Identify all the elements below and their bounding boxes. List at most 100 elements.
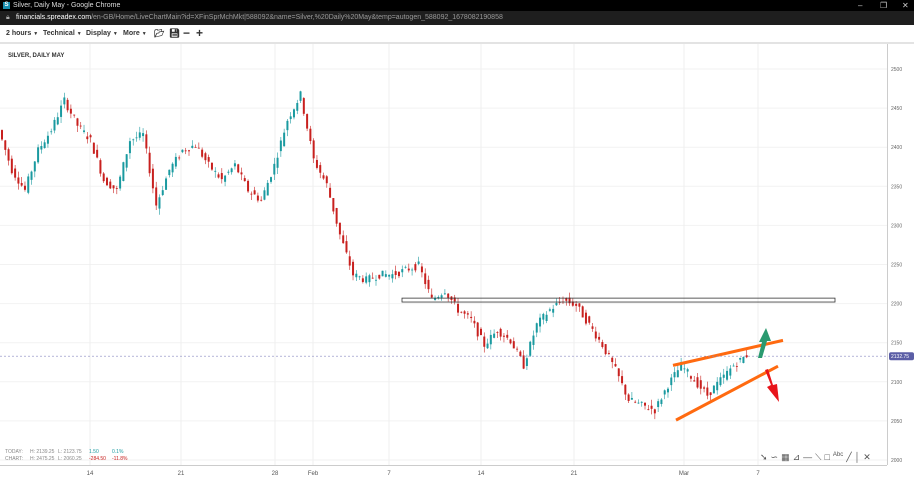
line-icon[interactable]: ╱ <box>846 452 852 462</box>
technical-dropdown[interactable]: Technical ▼ <box>43 30 82 37</box>
candle-body <box>512 341 515 349</box>
candle-body <box>122 162 125 182</box>
text-icon[interactable]: Abc <box>832 452 844 458</box>
candle-body <box>250 193 253 195</box>
candle-body <box>722 374 725 378</box>
candle-body <box>230 168 233 173</box>
candle-body <box>437 296 440 299</box>
x-tick-label: Feb <box>308 471 319 477</box>
candle-body <box>125 154 128 168</box>
candle-body <box>591 326 594 329</box>
rectangle-icon[interactable]: □ <box>824 452 830 462</box>
candle-body <box>742 356 745 363</box>
candle-body <box>299 91 302 101</box>
candle-body <box>689 376 692 379</box>
candle-body <box>99 160 102 174</box>
candle-body <box>525 358 528 367</box>
today-low: L: 2123.75 <box>58 449 82 455</box>
candle-body <box>188 150 190 152</box>
candle-body <box>155 187 158 206</box>
resistance-rectangle <box>401 297 836 303</box>
candle-body <box>292 109 295 118</box>
folder-open-icon[interactable]: 📂︎ <box>154 29 165 38</box>
candle-body <box>204 153 207 161</box>
candle-body <box>447 293 450 298</box>
candle-body <box>30 171 33 180</box>
clear-icon[interactable]: ✕ <box>863 452 871 462</box>
candle-body <box>706 387 709 396</box>
candle-body <box>227 171 230 173</box>
drawing-tools: ➘ ∽ ▦ ⊿ — ⟍ □ Abc ╱ │ ✕ <box>760 452 871 463</box>
candle-body <box>37 147 40 163</box>
minimize-icon[interactable]: – <box>858 1 863 10</box>
x-tick-label: 21 <box>178 471 185 477</box>
candle-body <box>115 188 118 189</box>
candle-body <box>375 279 377 281</box>
x-tick-label: 7 <box>387 471 391 477</box>
zoom-out-icon[interactable]: − <box>183 26 191 40</box>
y-tick-label: 2350 <box>891 184 902 190</box>
candle-body <box>745 355 748 358</box>
candle-body <box>519 351 522 357</box>
candle-body <box>391 274 394 279</box>
candle-body <box>86 136 89 140</box>
candle-body <box>322 175 325 179</box>
candle-body <box>138 132 141 138</box>
price-chart[interactable]: 2500 2450 2400 2350 2300 2250 2200 2150 2100 2050… <box>0 44 914 478</box>
trendline-icon[interactable]: ⟍ <box>815 452 822 462</box>
candle-body <box>637 402 640 404</box>
display-dropdown[interactable]: Display ▼ <box>86 30 118 37</box>
candle-body <box>79 125 82 127</box>
y-axis-line <box>887 44 888 465</box>
x-tick-label: 21 <box>571 471 578 477</box>
candle-body <box>210 162 213 170</box>
candle-body <box>4 140 7 150</box>
zoom-in-icon[interactable]: + <box>196 26 204 40</box>
chevron-down-icon: ▼ <box>33 31 39 37</box>
up-arrow-icon <box>758 328 771 358</box>
candle-body <box>397 271 400 277</box>
y-tick-label: 2200 <box>891 302 902 308</box>
candle-body <box>381 270 384 277</box>
close-window-icon[interactable]: ✕ <box>902 1 909 10</box>
candle-body <box>191 145 194 148</box>
y-tick-label: 2000 <box>891 458 902 464</box>
fan-icon[interactable]: ⊿ <box>792 452 801 462</box>
candle-body <box>493 333 496 338</box>
horizontal-line-icon[interactable]: — <box>803 452 813 462</box>
candle-body <box>703 387 706 389</box>
candle-body <box>394 271 397 276</box>
candle-body <box>260 199 263 201</box>
candle-body <box>171 163 174 173</box>
upper-trendline <box>672 338 784 367</box>
candle-body <box>338 222 341 235</box>
url-host: financials.spreadex.com <box>16 14 92 21</box>
candle-body <box>575 303 578 306</box>
pointer-icon[interactable]: ➘ <box>760 452 768 462</box>
interval-dropdown[interactable]: 2 hours ▼ <box>6 30 38 37</box>
candle-body <box>197 147 200 149</box>
more-dropdown[interactable]: More ▼ <box>123 30 147 37</box>
candle-body <box>483 336 486 347</box>
candle-body <box>286 120 289 131</box>
candle-body <box>306 114 309 129</box>
vertical-line-icon[interactable]: │ <box>854 452 861 462</box>
address-bar[interactable]: 🔒︎ financials.spreadex.com/en-GB/Home/Li… <box>0 11 914 25</box>
candle-body <box>476 322 479 337</box>
candle-body <box>699 380 702 389</box>
candle-body <box>105 177 108 186</box>
y-tick-label: 2450 <box>891 106 902 112</box>
save-icon[interactable]: 💾︎ <box>169 28 181 38</box>
candle-body <box>499 328 502 337</box>
candle-body <box>76 118 79 126</box>
candle-body <box>33 161 36 172</box>
curve-icon[interactable]: ∽ <box>770 452 779 462</box>
fibonacci-icon[interactable]: ▦ <box>781 452 790 462</box>
more-label: More <box>123 30 140 37</box>
restore-icon[interactable]: ❐ <box>880 1 888 10</box>
candle-body <box>102 173 105 182</box>
y-tick-label: 2050 <box>891 419 902 425</box>
candle-body <box>502 335 505 337</box>
candle-body <box>263 190 266 200</box>
chart-canvas[interactable]: 2500 2450 2400 2350 2300 2250 2200 2150 2100 2050… <box>0 44 914 478</box>
